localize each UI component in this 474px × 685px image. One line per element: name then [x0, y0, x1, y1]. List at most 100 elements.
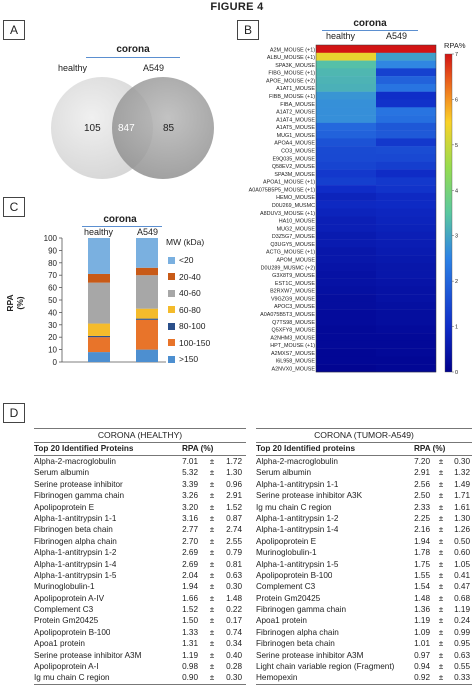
table-tumor-rpa-value: 2.33 [414, 502, 430, 512]
heatmap-cell-a549 [376, 247, 436, 256]
heatmap-cell-healthy [316, 161, 376, 170]
bar-y-tick-label: 0 [53, 358, 58, 367]
table-healthy-row: Alpha-1-antitrypsin 1-1 3.16 ±0.87 [34, 513, 246, 524]
bar-legend-swatch [168, 355, 175, 363]
table-healthy-rpa-value: 3.20 [182, 502, 198, 512]
heatmap-row-label: HPT_MOUSE (+1) [270, 343, 315, 349]
bar-cat-label-healthy: healthy [84, 227, 114, 237]
heatmap-cell-healthy [316, 60, 376, 69]
table-tumor-plus-minus: ± [438, 491, 444, 501]
table-healthy-sd-value: 0.30 [226, 673, 242, 683]
bar-segment-6080-healthy [88, 323, 110, 336]
heatmap-row-label: G3X8T9_MOUSE [272, 273, 315, 279]
table-tumor-rpa-value: 2.16 [414, 525, 430, 535]
bar-legend-item: >150 [168, 351, 228, 368]
heatmap-cell-a549 [376, 68, 436, 77]
table-healthy-sd-value: 1.48 [226, 593, 242, 603]
table-healthy-plus-minus: ± [209, 616, 215, 626]
heatmap-row-label: A8DUV3_MOUSE (+1) [260, 211, 315, 217]
table-tumor-row: Alpha-2-macroglobulin 7.20 ±0.30 [256, 456, 472, 467]
heatmap-cell-a549 [376, 146, 436, 155]
bar-segment-20-healthy [88, 238, 110, 274]
heatmap-row-label: D0U269_MUSMC [272, 203, 315, 209]
table-healthy-row: Serum albumin 5.32 ±1.30 [34, 467, 246, 478]
bar-legend-item: <20 [168, 252, 228, 269]
bar-segment-4060-A549 [136, 275, 158, 309]
table-healthy-row: Apolipoprotein E 3.20 ±1.52 [34, 502, 246, 513]
venn-diagram [51, 77, 214, 179]
table-healthy-row: Ig mu chain C region 0.90 ±0.30 [34, 672, 246, 683]
table-tumor-protein-name: Alpha-1-antitrypsin 1-2 [256, 513, 339, 523]
bar-segment-80100-healthy [88, 335, 110, 338]
bar-legend-swatch [168, 289, 175, 297]
bar-legend-item: 80-100 [168, 318, 228, 335]
bar-y-tick-label: 70 [48, 271, 57, 280]
table-tumor-rpa-value: 0.92 [414, 673, 430, 683]
heatmap-col-healthy: healthy [326, 31, 356, 41]
heatmap-cell-healthy [316, 208, 376, 217]
table-healthy-row: Serine protease inhibitor 3.39 ±0.96 [34, 479, 246, 490]
heatmap-scale-tick-label: 2 [455, 279, 458, 285]
heatmap-cell-a549 [376, 356, 436, 365]
heatmap-cell-a549 [376, 317, 436, 326]
table-healthy-row: Apolipoprotein A-IV 1.66 ±1.48 [34, 593, 246, 604]
heatmap-cell-healthy [316, 185, 376, 194]
table-healthy-row: Fibrinogen beta chain 2.77 ±2.74 [34, 524, 246, 535]
stacked-bar-chart: 0 10 20 30 40 50 60 70 80 90 100 [44, 234, 166, 367]
table-healthy-protein-name: Fibrinogen alpha chain [34, 536, 117, 546]
table-tumor-sd-value: 0.50 [454, 536, 470, 546]
table-tumor-sd-value: 0.95 [454, 639, 470, 649]
table-healthy-protein-name: Serine protease inhibitor [34, 479, 123, 489]
heatmap-row-label: ACTG_MOUSE (+1) [266, 250, 315, 256]
table-healthy-plus-minus: ± [209, 456, 215, 466]
table-healthy-sd-value: 0.30 [226, 582, 242, 592]
table-tumor-row: Complement C3 1.54 ±0.47 [256, 581, 472, 592]
bar-segment-2040-A549 [136, 267, 158, 276]
table-tumor-sd-value: 1.32 [454, 468, 470, 478]
heatmap-col-a549: A549 [386, 31, 408, 41]
table-tumor-rpa-value: 1.48 [414, 593, 430, 603]
table-healthy-rpa-value: 3.39 [182, 479, 198, 489]
heatmap-cell-healthy [316, 177, 376, 186]
table-healthy-rpa-value: 1.19 [182, 650, 198, 660]
bar-cat-label-a549: A549 [137, 227, 159, 237]
table-tumor-protein-name: Serine protease inhibitor A3K [256, 491, 363, 501]
heatmap-cell-healthy [316, 154, 376, 162]
table-healthy: CORONA (HEALTHY) Top 20 Identified Prote… [34, 428, 246, 685]
heatmap-cell-healthy [316, 270, 376, 279]
table-healthy-col-rpa: RPA (%) [182, 444, 214, 454]
heatmap-cell-a549 [376, 91, 436, 100]
bar-legend-swatch [168, 306, 175, 314]
table-tumor-protein-name: Protein Gm20425 [256, 593, 321, 603]
table-healthy-row: Alpha-1-antitrypsin 1-5 2.04 ±0.63 [34, 570, 246, 581]
table-tumor-sd-value: 0.33 [454, 673, 470, 683]
heatmap-row-label: D3Z5G7_MOUSE [272, 234, 316, 240]
table-healthy-sd-value: 1.30 [226, 468, 242, 478]
table-tumor-sd-value: 1.71 [454, 491, 470, 501]
table-healthy-rpa-value: 7.01 [182, 456, 198, 466]
bar-legend-swatch [168, 339, 175, 347]
heatmap-row-label: A2M_MOUSE (+1) [270, 47, 315, 53]
bar-legend-label: 60-80 [179, 304, 201, 315]
heatmap-scale-tick-label: 4 [455, 188, 458, 194]
bar-legend-label: 20-40 [179, 271, 201, 282]
table-tumor-protein-name: Fibrinogen beta chain [256, 639, 335, 649]
table-healthy-protein-name: Serum albumin [34, 468, 90, 478]
heatmap-cell-a549 [376, 278, 436, 287]
heatmap-cell-a549 [376, 301, 436, 310]
bar-legend-swatch [168, 273, 175, 281]
heatmap-row-label: FIBG_MOUSE (+1) [268, 71, 315, 77]
table-healthy-plus-minus: ± [209, 570, 215, 580]
table-tumor-sd-value: 0.60 [454, 548, 470, 558]
heatmap-border [315, 44, 437, 373]
heatmap-cell-healthy [316, 76, 376, 85]
heatmap-row-label: ALBU_MOUSE (+1) [267, 55, 315, 61]
table-healthy-title: CORONA (HEALTHY) [34, 428, 246, 443]
heatmap-cell-a549 [376, 239, 436, 248]
table-healthy-plus-minus: ± [209, 627, 215, 637]
heatmap-cell-healthy [316, 286, 376, 295]
table-tumor-sd-value: 0.63 [454, 650, 470, 660]
heatmap-cell-a549 [376, 224, 436, 233]
table-tumor-sd-value: 1.26 [454, 525, 470, 535]
table-tumor-sd-value: 1.61 [454, 502, 470, 512]
